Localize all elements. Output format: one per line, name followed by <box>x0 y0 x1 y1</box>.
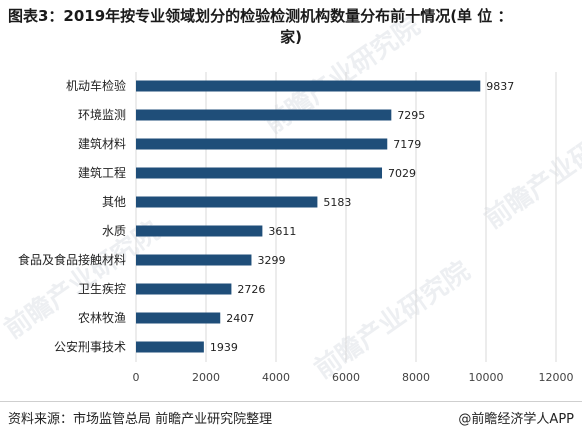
bar <box>136 283 232 295</box>
x-tick-label: 4000 <box>262 371 290 384</box>
chart-title-line2: 家) <box>280 28 302 46</box>
x-tick-label: 10000 <box>469 371 504 384</box>
x-tick-label: 2000 <box>192 371 220 384</box>
bar <box>136 196 318 208</box>
value-label: 2726 <box>237 283 265 296</box>
footer: 资料来源：市场监管总局 前瞻产业研究院整理 @前瞻经济学人APP <box>8 408 574 428</box>
x-tick-label: 6000 <box>332 371 360 384</box>
category-label: 建筑材料 <box>78 136 126 151</box>
bar <box>136 341 204 353</box>
category-label: 建筑工程 <box>78 165 126 180</box>
bar <box>136 109 392 121</box>
category-label: 食品及食品接触材料 <box>18 252 126 267</box>
value-label: 7295 <box>397 109 425 122</box>
bar <box>136 138 388 150</box>
source-note: 资料来源：市场监管总局 前瞻产业研究院整理 <box>8 412 273 427</box>
bar <box>136 167 383 179</box>
category-label: 环境监测 <box>78 107 126 122</box>
value-label: 7029 <box>388 167 416 180</box>
footer-divider <box>0 401 582 402</box>
category-label: 水质 <box>102 224 126 238</box>
bar <box>136 80 481 92</box>
bar <box>136 225 263 237</box>
category-label: 公安刑事技术 <box>54 339 126 354</box>
brand-credit: @前瞻经济学人APP <box>458 412 574 427</box>
category-label: 农林牧渔 <box>78 311 126 325</box>
category-label: 机动车检验 <box>66 78 126 93</box>
bar <box>136 254 252 266</box>
category-label: 卫生疾控 <box>78 281 126 296</box>
value-label: 5183 <box>323 196 351 209</box>
bar <box>136 312 221 324</box>
value-label: 3611 <box>268 225 296 238</box>
chart-title: 图表3：2019年按专业领域划分的检验检测机构数量分布前十情况(单 位 ： 家) <box>8 6 574 48</box>
value-label: 9837 <box>486 80 514 93</box>
x-tick-label: 12000 <box>539 371 574 384</box>
value-label: 1939 <box>210 341 238 354</box>
x-tick-label: 0 <box>133 371 140 384</box>
value-label: 7179 <box>393 138 421 151</box>
chart-title-line1: 图表3：2019年按专业领域划分的检验检测机构数量分布前十情况(单 位 ： <box>8 7 513 25</box>
value-label: 3299 <box>257 254 285 267</box>
x-tick-label: 8000 <box>402 371 430 384</box>
bar-chart: 0 2000 4000 6000 8000 10000 12000 机动车检验 9837 环境监测… <box>18 72 574 384</box>
category-label: 其他 <box>102 195 126 209</box>
value-label: 2407 <box>226 312 254 325</box>
